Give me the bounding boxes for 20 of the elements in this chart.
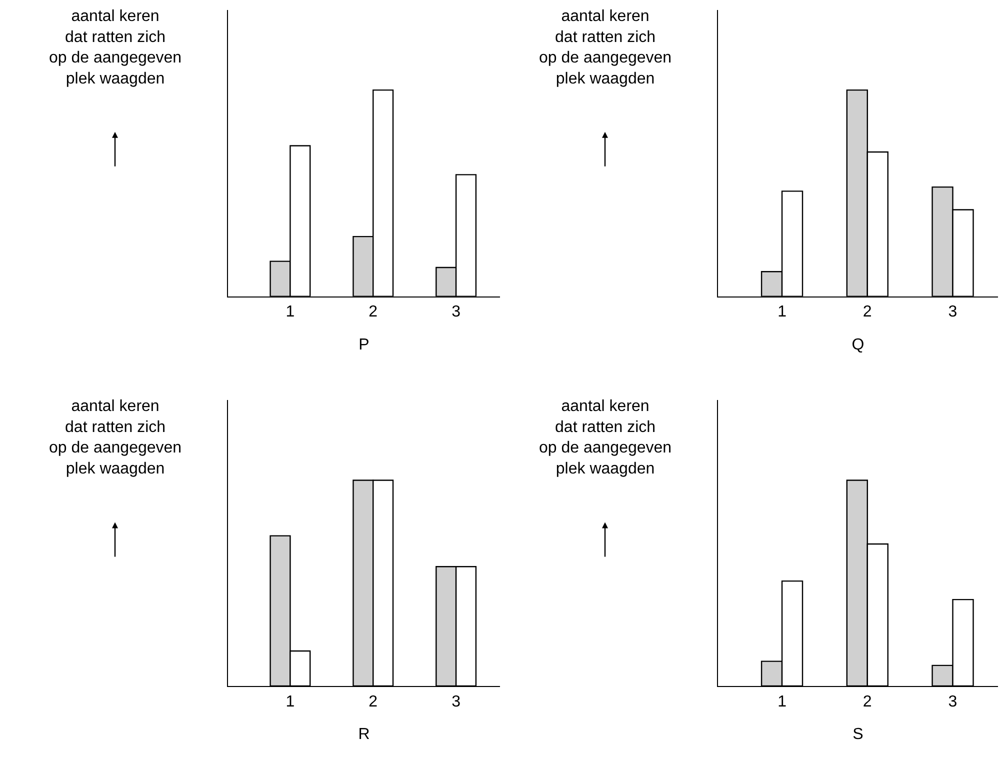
x-tick-label: 2	[368, 304, 378, 321]
x-axis-title: R	[358, 726, 370, 743]
x-tick-label: 3	[948, 693, 958, 710]
x-tick-label: 1	[286, 304, 295, 321]
x-tick-label: 1	[778, 304, 787, 321]
x-axis-title: S	[852, 726, 864, 743]
x-tick-label: 2	[862, 693, 872, 710]
x-tick-label: 1	[778, 693, 787, 710]
x-tick-label: 2	[368, 693, 378, 710]
x-axis-title: P	[358, 336, 370, 354]
x-tick-label: 3	[948, 304, 958, 321]
x-tick-label: 3	[452, 304, 461, 321]
y-axis-title: aantal keren dat ratten zich op de aangegeven plek waagden	[539, 398, 672, 478]
x-tick-label: 2	[862, 304, 872, 321]
y-axis-title: aantal keren dat ratten zich op de aangegeven plek waagden	[49, 8, 182, 88]
y-axis-title: aantal keren dat ratten zich op de aangegeven plek waagden	[539, 8, 672, 88]
x-tick-label: 3	[452, 693, 461, 710]
x-axis-title: Q	[852, 336, 864, 354]
x-tick-label: 1	[286, 693, 295, 710]
y-axis-title: aantal keren dat ratten zich op de aangegeven plek waagden	[49, 398, 182, 478]
